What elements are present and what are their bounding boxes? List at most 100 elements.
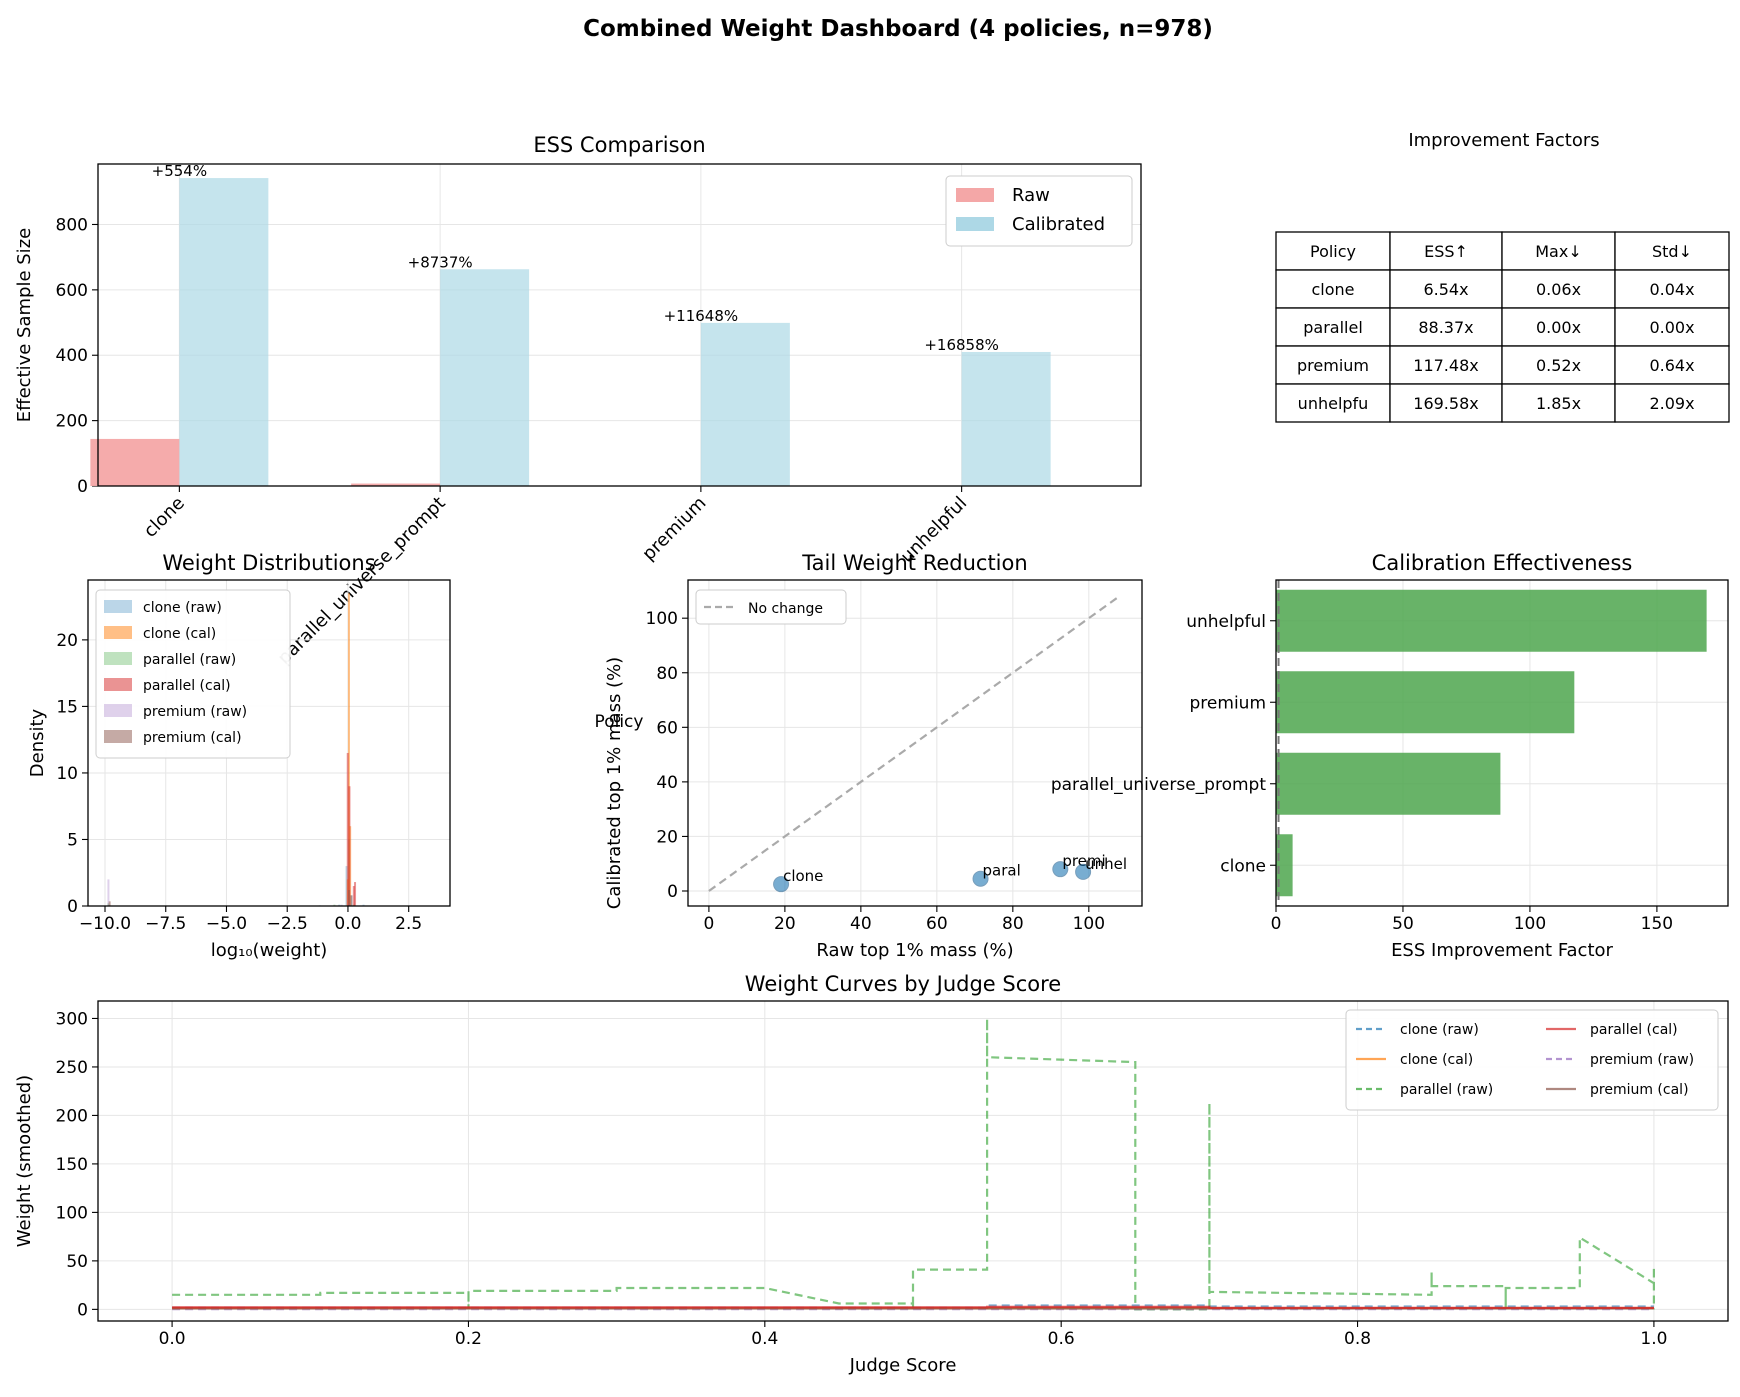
tail-point-label: paral <box>983 862 1021 880</box>
hist-ylabel: Density <box>27 708 48 777</box>
curves-ytick-label: 100 <box>56 1203 88 1223</box>
curves-xlabel: Judge Score <box>849 1355 957 1376</box>
table-cell <box>1389 345 1503 385</box>
hist-frame <box>87 579 451 907</box>
ess-annotation: +16858% <box>924 336 999 354</box>
hist-xtick-label: 0.0 <box>334 914 361 934</box>
tail-point <box>773 876 790 893</box>
tail-ytick-label: 60 <box>656 718 678 738</box>
tail-point-label: clone <box>783 867 823 885</box>
ess-xtick-label: clone <box>140 493 189 542</box>
curves-ytick-label: 300 <box>56 1009 88 1029</box>
tail-legend-box <box>695 589 847 625</box>
tail-xtick-label: 0 <box>703 914 714 934</box>
hist-ytick-label: 0 <box>67 897 78 917</box>
table-value-cell: 0.00x <box>1536 318 1581 337</box>
curves-legend-label: clone (raw) <box>1400 1022 1479 1038</box>
effect-xtick-label: 50 <box>1392 914 1414 934</box>
tail-xtick-label: 80 <box>1002 914 1024 934</box>
table-value-cell: clone <box>1311 280 1354 299</box>
hist-bar <box>347 593 350 906</box>
tail-point <box>1075 863 1092 880</box>
curves-xtick-label: 0.2 <box>455 1329 482 1349</box>
table-value-cell: parallel <box>1303 318 1363 337</box>
ess-ytick-label: 400 <box>56 346 88 366</box>
hist-legend-label: clone (cal) <box>143 626 216 642</box>
ess-ylabel: Effective Sample Size <box>14 228 35 422</box>
table-cell <box>1501 383 1616 423</box>
curves-series-line <box>172 1018 1656 1311</box>
hist-legend-label: premium (raw) <box>143 704 247 720</box>
curves-ytick-label: 150 <box>56 1155 88 1175</box>
tail-no-change-line <box>708 595 1120 892</box>
tail-xtick-label: 60 <box>926 914 948 934</box>
table-cell <box>1614 345 1730 385</box>
table-value-cell: 6.54x <box>1423 280 1468 299</box>
table-value-cell: 117.48x <box>1413 356 1478 375</box>
hist-bar <box>340 904 343 906</box>
table-cell <box>1614 269 1730 309</box>
table-value-cell: 0.04x <box>1649 280 1694 299</box>
ess-ytick-label: 800 <box>56 215 88 235</box>
hist-bar <box>346 752 349 906</box>
hist-bar <box>107 879 110 906</box>
hist-ytick-label: 5 <box>67 830 78 850</box>
ess-annotation: +11648% <box>664 307 739 325</box>
curves-ytick-label: 200 <box>56 1106 88 1126</box>
table-value-cell: premium <box>1297 356 1369 375</box>
hist-bar <box>108 901 111 906</box>
table-cell <box>1501 231 1616 271</box>
ess-legend-swatch <box>956 188 994 202</box>
tail-title: Tail Weight Reduction <box>801 551 1027 575</box>
table-cell <box>1501 307 1616 347</box>
curves-frame <box>97 1000 1729 1322</box>
table-header-cell: Max↓ <box>1535 242 1581 261</box>
hist-bar <box>350 895 353 906</box>
hist-legend-label: parallel (raw) <box>143 652 236 668</box>
effect-xtick-label: 150 <box>1641 914 1673 934</box>
table-value-cell: 0.64x <box>1649 356 1694 375</box>
curves-legend-box <box>1345 1009 1719 1111</box>
curves-xtick-label: 0.0 <box>159 1329 186 1349</box>
table-value-cell: 0.52x <box>1536 356 1581 375</box>
tail-xtick-label: 100 <box>1073 914 1105 934</box>
ess-annotation: +554% <box>152 162 207 180</box>
ess-ytick-label: 200 <box>56 412 88 432</box>
table-title: Improvement Factors <box>1408 130 1599 151</box>
table-value-cell: 88.37x <box>1418 318 1473 337</box>
ess-bar-calibrated <box>700 322 790 486</box>
tail-point <box>972 870 989 887</box>
effect-xtick-label: 0 <box>1271 914 1282 934</box>
table-value-cell: 0.06x <box>1536 280 1581 299</box>
tail-xtick-label: 40 <box>850 914 872 934</box>
tail-point <box>1052 861 1069 878</box>
hist-xtick-label: −7.5 <box>145 914 186 934</box>
effect-ytick-label: unhelpful <box>1186 612 1266 632</box>
effect-xlabel: ESS Improvement Factor <box>1391 940 1613 961</box>
ess-bar-calibrated <box>179 178 269 486</box>
table-header-cell: Policy <box>1310 242 1356 261</box>
curves-legend-label: premium (cal) <box>1590 1082 1689 1098</box>
table-value-cell: unhelpfu <box>1298 394 1369 413</box>
curves-title: Weight Curves by Judge Score <box>745 972 1061 996</box>
curves-xtick-label: 0.6 <box>1048 1329 1075 1349</box>
ess-bar-raw <box>351 483 441 486</box>
hist-legend-swatch <box>104 652 132 665</box>
tail-ytick-label: 80 <box>656 664 678 684</box>
curves-xtick-label: 1.0 <box>1640 1329 1667 1349</box>
hist-ytick-label: 20 <box>56 631 78 651</box>
ess-ytick-label: 0 <box>77 477 88 497</box>
hist-bar <box>362 904 365 906</box>
ess-annotation: +8737% <box>408 253 473 271</box>
table-cell <box>1614 307 1730 347</box>
curves-legend-label: clone (cal) <box>1400 1052 1473 1068</box>
table-cell <box>1275 307 1391 347</box>
hist-xtick-label: −5.0 <box>206 914 247 934</box>
ess-xtick-label: parallel_universe_prompt <box>274 493 450 669</box>
tail-xlabel: Raw top 1% mass (%) <box>816 940 1013 961</box>
hist-bar <box>347 890 350 906</box>
hist-bar <box>338 904 341 906</box>
table-cell <box>1275 345 1391 385</box>
table-header-cell: Std↓ <box>1652 242 1692 261</box>
